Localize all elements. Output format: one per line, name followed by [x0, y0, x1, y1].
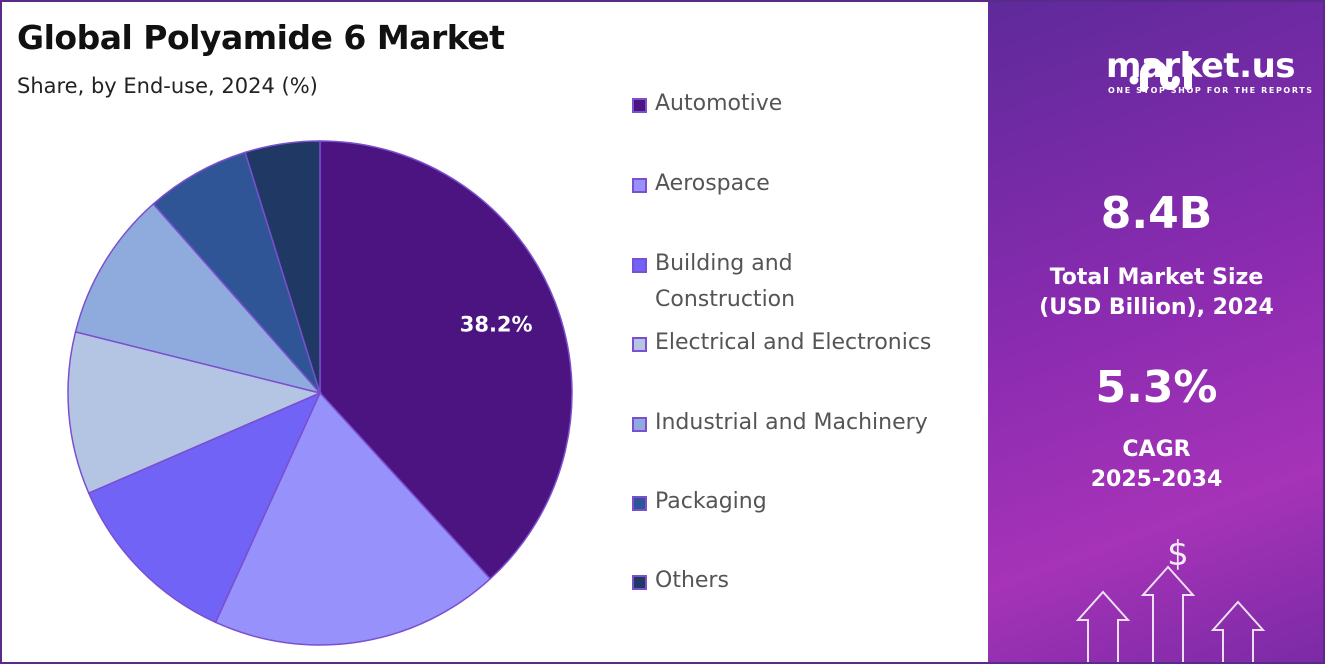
market-size-label-1: Total Market Size [1049, 265, 1264, 290]
legend-swatch [632, 337, 647, 352]
legend-swatch [632, 575, 647, 590]
legend-item: Others [632, 568, 972, 599]
legend-label: Industrial and Machinery [655, 410, 928, 435]
legend-swatch [632, 496, 647, 511]
legend-label: Packaging [655, 489, 767, 514]
pie-slice-aerospace [214, 391, 492, 646]
data-label: 38.2% [460, 313, 533, 337]
logo-icon [1129, 56, 1192, 92]
info-panel: market.us ONE STOP SHOP FOR THE REPORTS … [988, 0, 1325, 664]
cagr-label-2: 2025-2034 [1090, 467, 1223, 492]
pie-slice-packaging [152, 151, 321, 394]
pie-slice-others [244, 140, 321, 394]
legend-item: Packaging [632, 489, 972, 520]
chart-subtitle: Share, by End-use, 2024 (%) [17, 74, 318, 98]
legend-label: Others [655, 568, 729, 593]
pie-slice-industrial-and-machinery [74, 202, 323, 395]
pie-chart: 38.2% [67, 140, 573, 646]
market-us-logo: market.us ONE STOP SHOP FOR THE REPORTS [1028, 46, 1312, 96]
market-size-value: 8.4B [1100, 188, 1213, 239]
cagr-value: 5.3% [1095, 362, 1218, 413]
legend-label: Automotive [655, 91, 783, 116]
legend-swatch [632, 258, 647, 273]
cagr-label-1: CAGR [1122, 437, 1191, 462]
pie-slice-automotive [319, 140, 573, 580]
brand-name: market.us [1106, 46, 1296, 86]
svg-text:$: $ [1167, 534, 1189, 574]
legend-swatch [632, 417, 647, 432]
legend-label: Building and Construction [655, 251, 796, 312]
legend-item: Electrical and Electronics [632, 330, 972, 361]
legend-item: Building and Construction [632, 251, 972, 318]
chart-title: Global Polyamide 6 Market [17, 18, 505, 57]
dollar-arrows-icon: $ [1075, 534, 1266, 664]
legend-item: Industrial and Machinery [632, 410, 972, 441]
legend-label: Electrical and Electronics [655, 330, 932, 355]
pie-slice-building-and-construction [87, 391, 322, 624]
legend-label: Aerospace [655, 171, 770, 196]
legend-swatch [632, 98, 647, 113]
legend-item: Automotive [632, 91, 972, 122]
pie-slice-electrical-and-electronics [67, 330, 323, 495]
legend-swatch [632, 178, 647, 193]
brand-tagline: ONE STOP SHOP FOR THE REPORTS [1108, 86, 1314, 95]
legend-item: Aerospace [632, 171, 972, 202]
market-size-label-2: (USD Billion), 2024 [1039, 295, 1274, 320]
